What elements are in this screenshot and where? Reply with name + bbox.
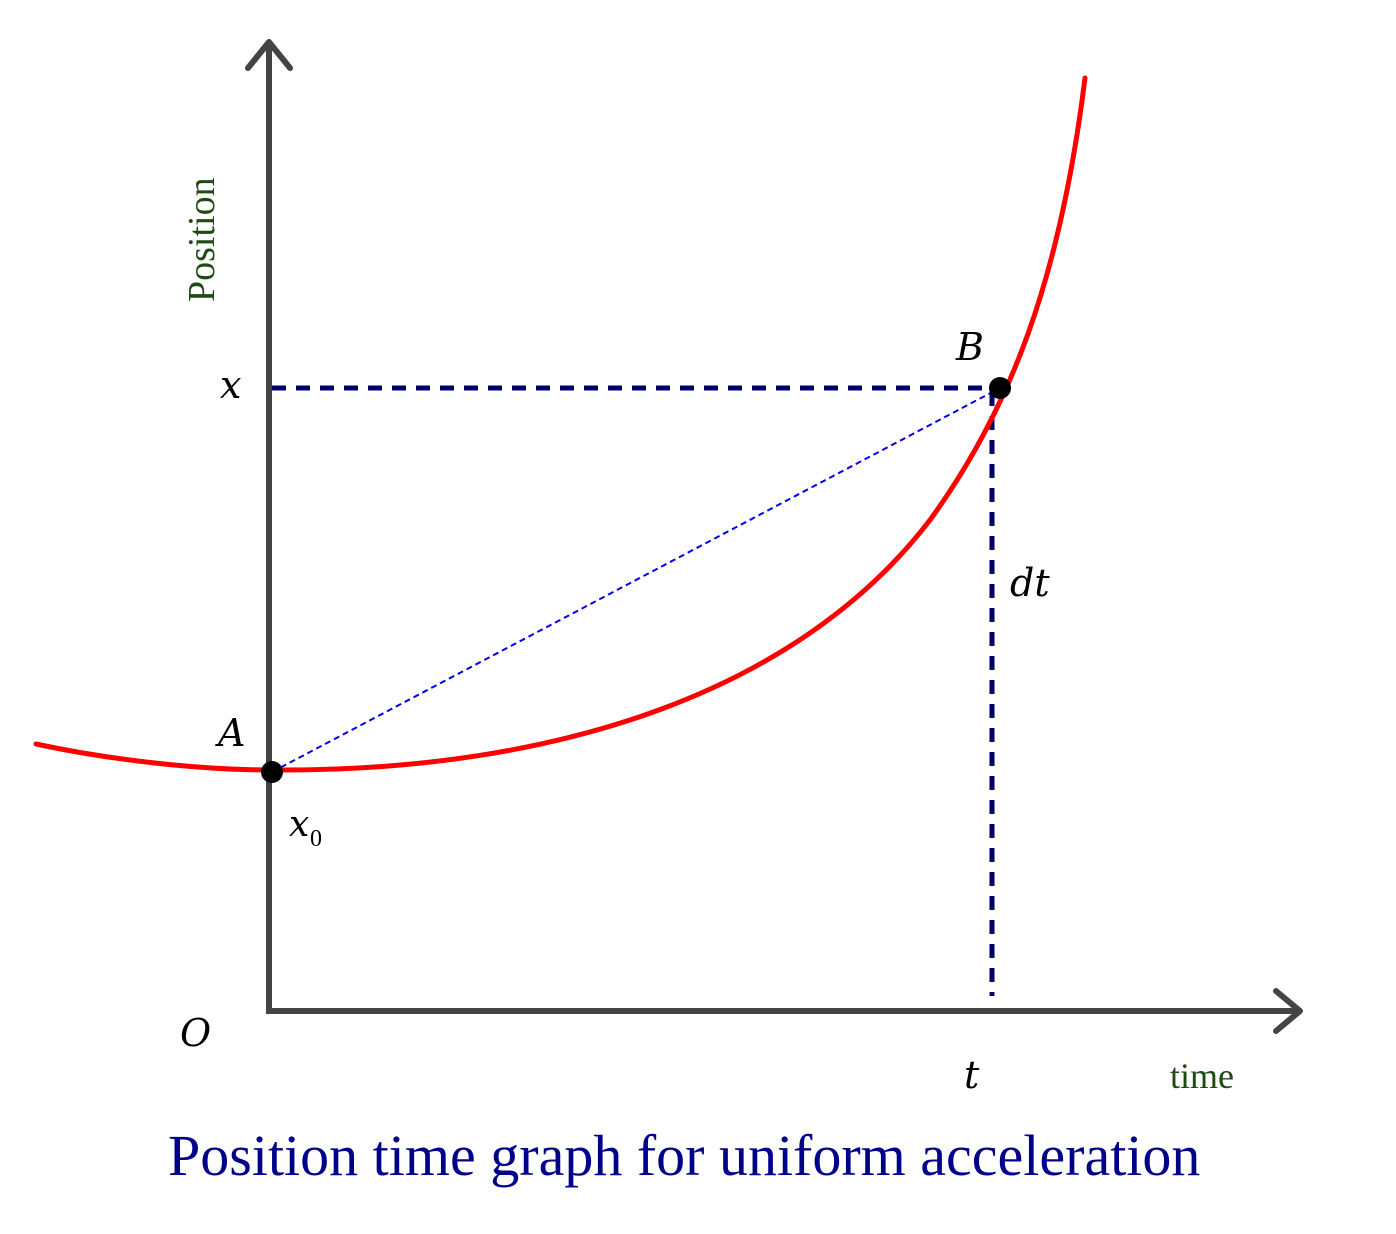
origin-label: O [180,1011,211,1055]
axes [245,39,1303,1034]
diagram-title: Position time graph for uniform accelera… [168,1123,1200,1188]
point-a-label: A [215,711,245,755]
x-axis-arrowhead [1273,988,1303,1034]
x0-label-base: x [289,804,309,845]
position-curve [33,75,1088,773]
x-level-label: x [220,363,241,407]
x-axis-label: time [1170,1056,1234,1096]
chord-ab [271,387,1001,773]
y-axis-label: Position [181,177,223,302]
point-b-label: B [955,325,984,369]
x0-label-subscript: 0 [310,826,322,852]
point-b [989,377,1011,399]
dt-label: dt [1010,561,1050,605]
y-axis-arrowhead [245,39,293,71]
t-label: t [964,1053,980,1097]
point-a [261,761,283,783]
x0-label: x 0 [289,804,322,852]
